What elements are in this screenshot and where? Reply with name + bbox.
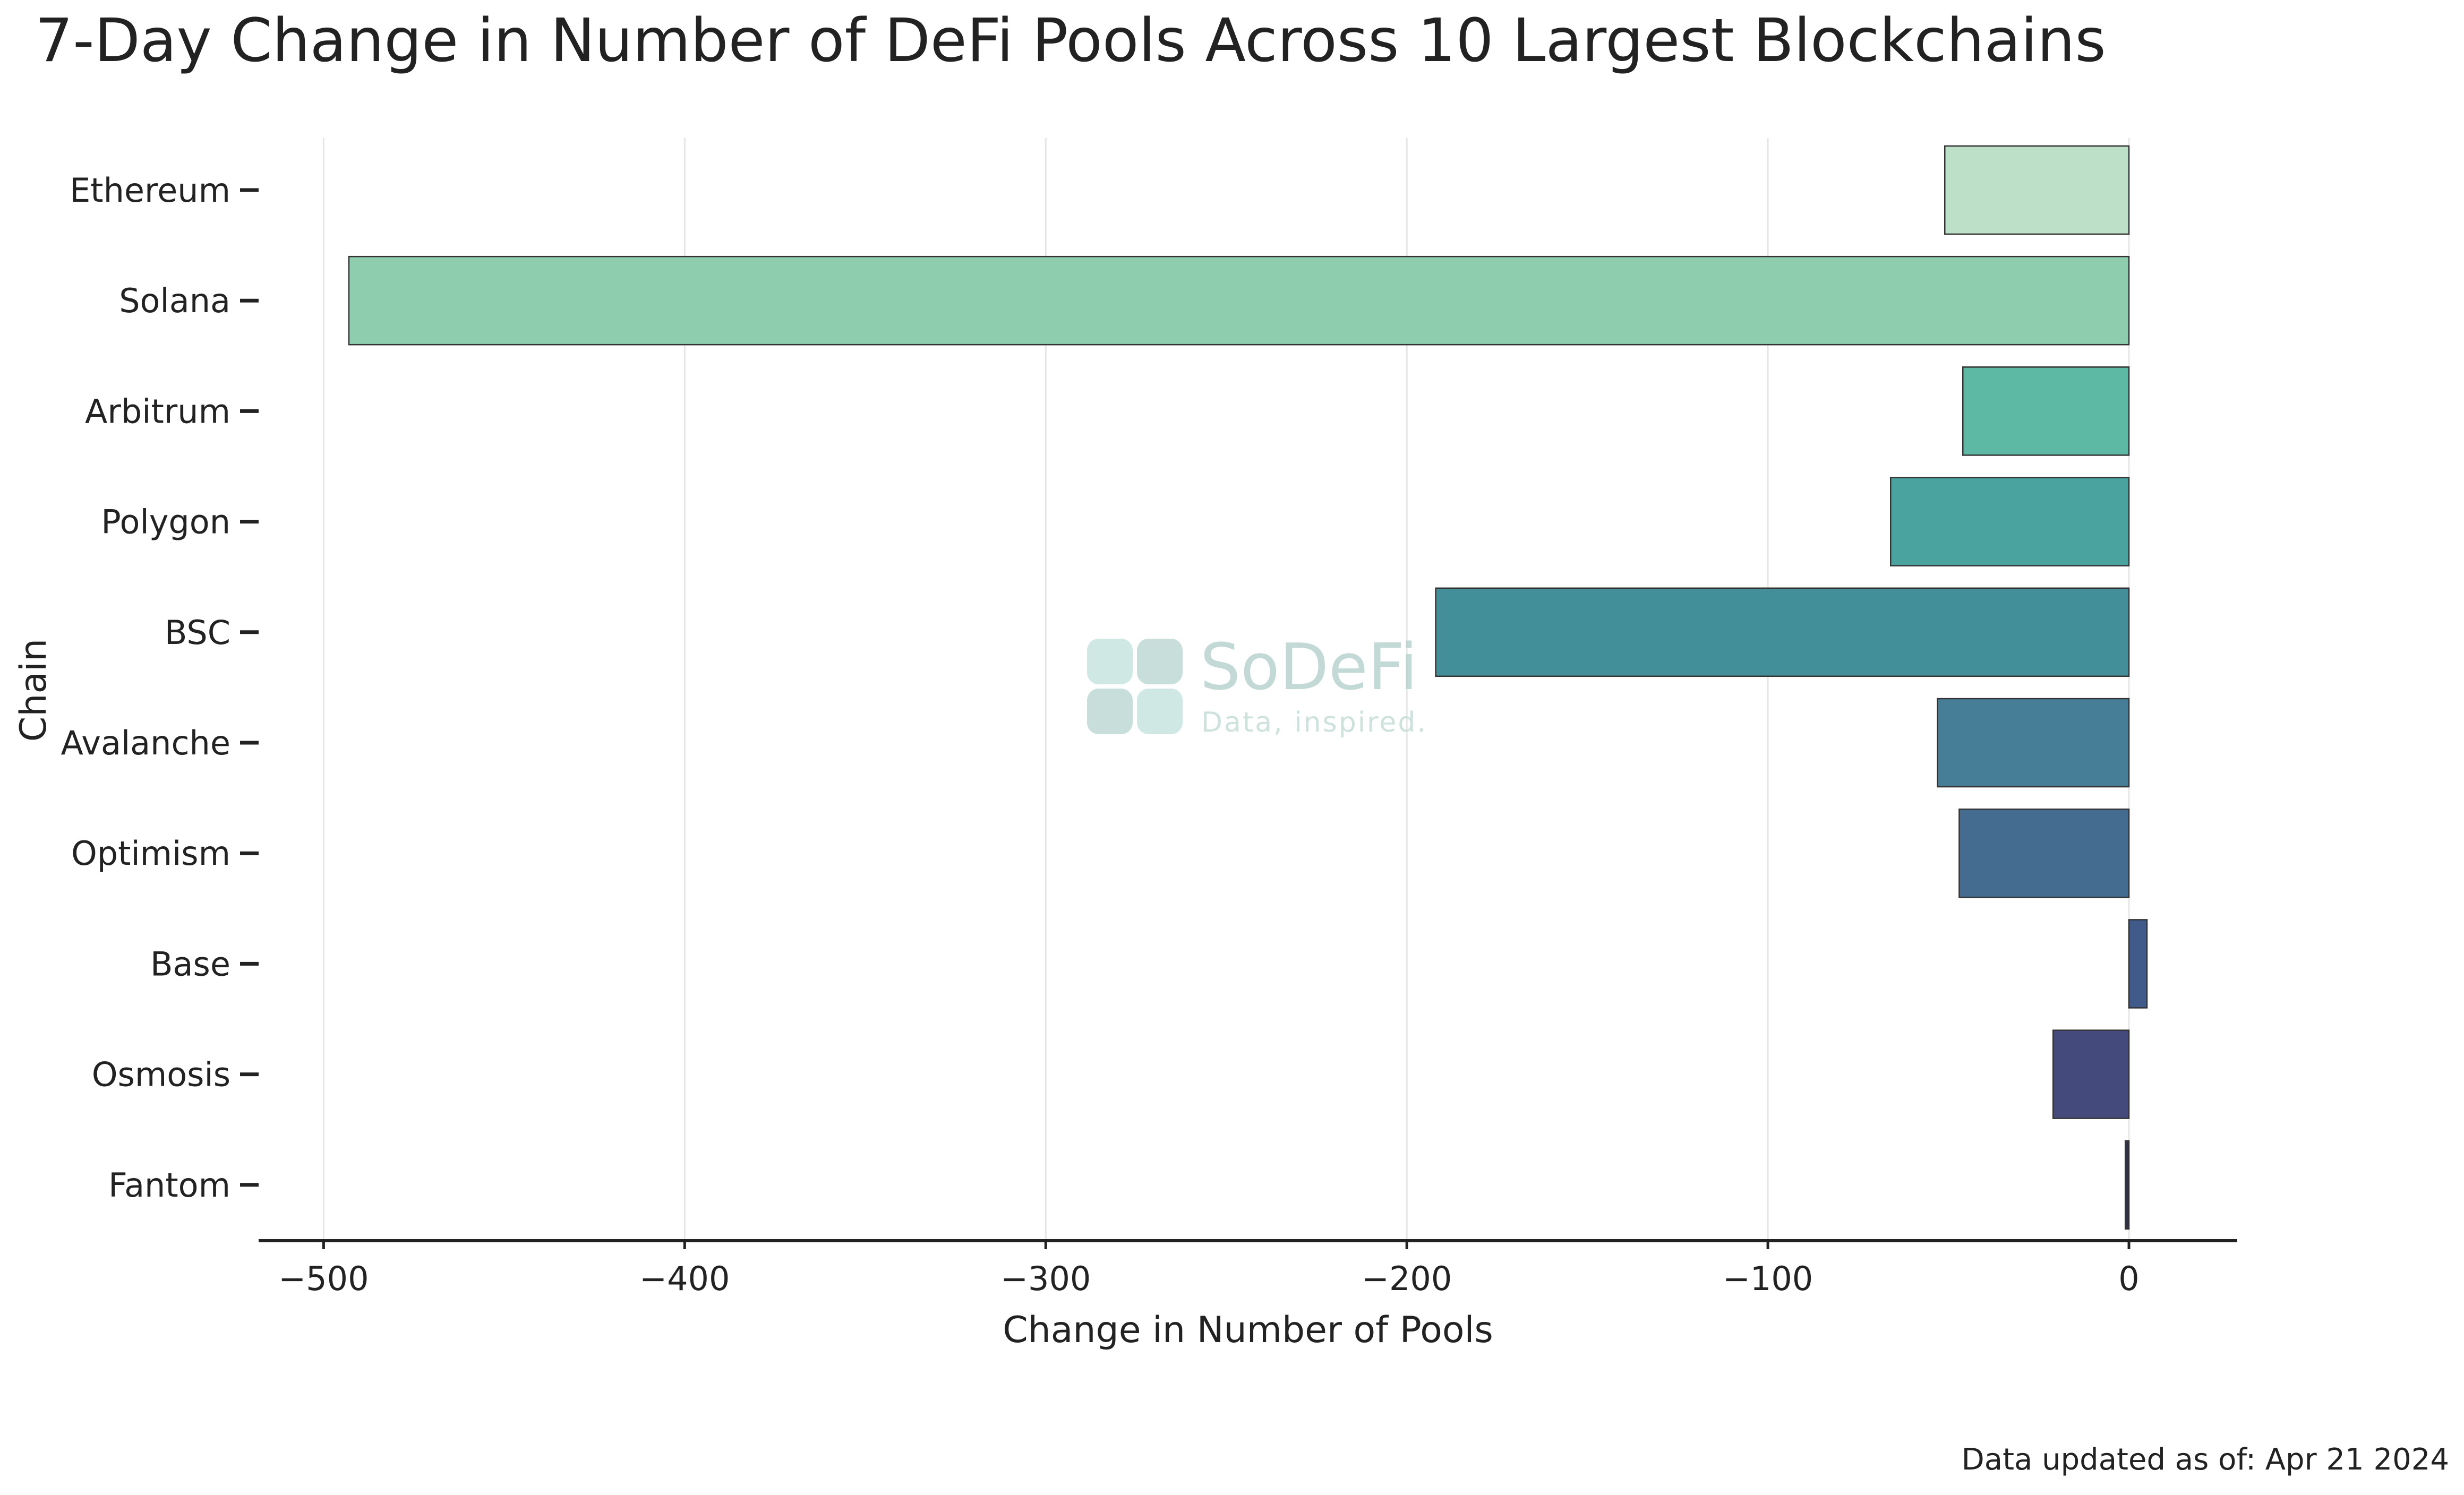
- sodefi-watermark: SoDeFi Data, inspired.: [1087, 631, 1427, 738]
- bar-fantom: [2124, 1140, 2130, 1230]
- x-tick-label: −100: [1723, 1259, 1813, 1298]
- x-tick-label: −400: [639, 1259, 730, 1298]
- bar-optimism: [1958, 808, 2130, 898]
- bar-base: [2128, 919, 2148, 1009]
- y-axis-label: Chain: [13, 639, 55, 742]
- bar-osmosis: [2052, 1029, 2130, 1119]
- footnote: Data updated as of: Apr 21 2024: [1962, 1442, 2449, 1477]
- y-tick-label: Polygon: [101, 503, 230, 542]
- watermark-tagline: Data, inspired.: [1201, 707, 1427, 738]
- x-axis-label: Change in Number of Pools: [1003, 1309, 1493, 1351]
- y-tick-label: Solana: [119, 281, 230, 320]
- x-tick-label: −300: [1000, 1259, 1091, 1298]
- bar-avalanche: [1937, 698, 2130, 788]
- y-tick-label: Ethereum: [70, 171, 230, 210]
- bar-solana: [348, 255, 2130, 346]
- sodefi-logo-icon: [1087, 639, 1183, 734]
- y-tick-label: Avalanche: [61, 724, 230, 762]
- y-tick-label: BSC: [165, 613, 230, 652]
- bars: [348, 145, 2148, 1230]
- bar-polygon: [1890, 477, 2130, 566]
- watermark-name: SoDeFi: [1200, 631, 1417, 704]
- y-tick-label: Osmosis: [92, 1055, 230, 1094]
- y-tick-label: Fantom: [108, 1166, 230, 1205]
- x-tick-label: −200: [1362, 1259, 1452, 1298]
- y-tick-label: Arbitrum: [85, 392, 230, 431]
- y-tick-label: Base: [150, 944, 230, 983]
- chart-title: 7-Day Change in Number of DeFi Pools Acr…: [35, 6, 2106, 75]
- bar-ethereum: [1944, 145, 2130, 235]
- bar-bsc: [1435, 587, 2130, 677]
- y-axis-ticks: Ethereum Solana Arbitrum Polygon BSC Avalanch…: [61, 171, 259, 1205]
- x-axis-ticks: −500 −400 −300 −200 −100 0: [278, 1241, 2140, 1298]
- x-tick-label: 0: [2118, 1259, 2139, 1298]
- y-tick-label: Optimism: [71, 834, 230, 873]
- x-tick-label: −500: [278, 1259, 369, 1298]
- bar-arbitrum: [1962, 366, 2130, 456]
